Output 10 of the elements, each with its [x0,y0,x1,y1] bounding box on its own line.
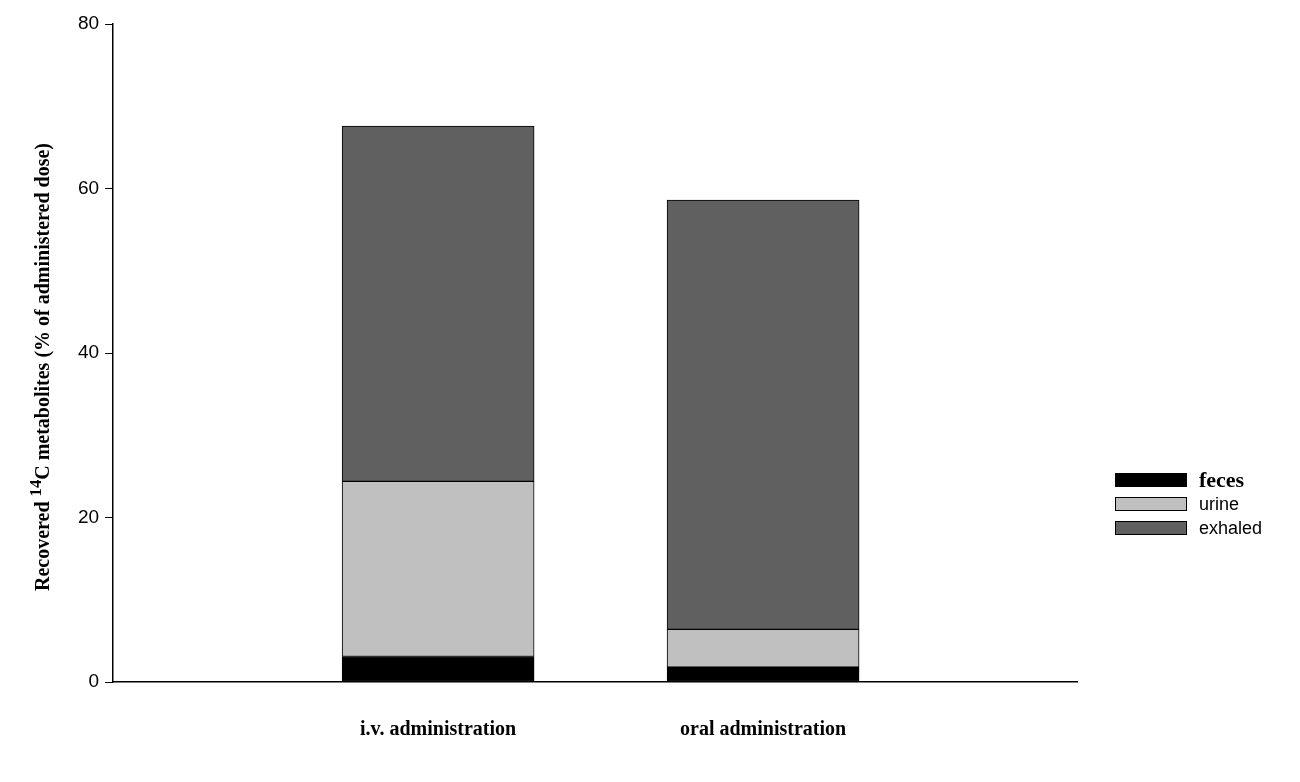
y-tick-label: 60 [77,176,100,198]
x-tick-label: oral administration [680,717,847,740]
legend-label: feces [1199,467,1245,493]
y-tick-label: 20 [77,505,100,527]
y-tick-label: 40 [77,341,100,363]
legend-label: exhaled [1199,517,1263,539]
y-tick-label: 0 [88,670,100,692]
legend-label: urine [1199,493,1240,515]
y-tick-label: 80 [77,12,100,34]
x-tick-label: i.v. administration [360,717,517,740]
